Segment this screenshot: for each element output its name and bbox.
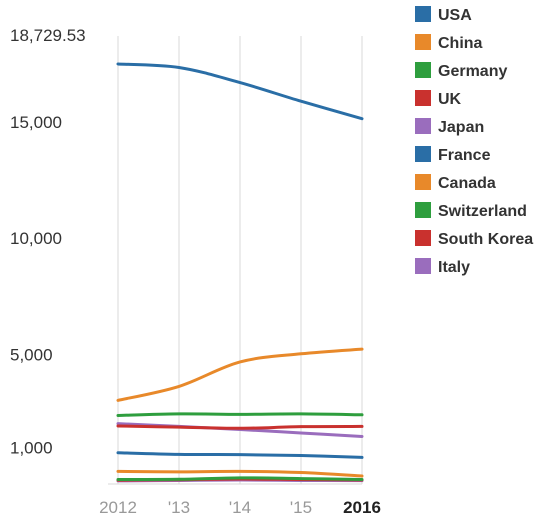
series-line-canada bbox=[116, 469, 364, 478]
legend-swatch bbox=[415, 174, 431, 190]
legend-label: Canada bbox=[438, 175, 496, 192]
x-axis-tick-labels: 2012 '13 '14 '15 2016 bbox=[99, 498, 381, 517]
legend-label: UK bbox=[438, 91, 462, 108]
x-tick-label: 2016 bbox=[343, 498, 381, 517]
series-line-usa bbox=[116, 62, 364, 121]
x-tick-label: '15 bbox=[290, 498, 312, 517]
legend-label: Germany bbox=[438, 63, 507, 80]
y-tick-label: 15,000 bbox=[10, 113, 62, 132]
legend-label: USA bbox=[438, 7, 472, 24]
legend-item-uk: UK bbox=[415, 90, 462, 108]
legend-item-switzerland: Switzerland bbox=[415, 202, 527, 220]
legend: USA China Germany UK Japan France Canada Switze… bbox=[415, 6, 533, 276]
legend-swatch bbox=[415, 118, 431, 134]
legend-label: Switzerland bbox=[438, 203, 527, 220]
series-line-switzerland bbox=[116, 476, 364, 482]
legend-item-germany: Germany bbox=[415, 62, 507, 80]
legend-item-france: France bbox=[415, 146, 491, 164]
x-tick-label: '13 bbox=[168, 498, 190, 517]
legend-swatch bbox=[415, 34, 431, 50]
x-tick-label: '14 bbox=[229, 498, 251, 517]
series-line-germany bbox=[116, 412, 364, 417]
y-tick-label: 10,000 bbox=[10, 229, 62, 248]
legend-item-south-korea: South Korea bbox=[415, 230, 533, 248]
vertical-gridlines bbox=[108, 36, 363, 485]
series-lines bbox=[116, 62, 364, 483]
legend-swatch bbox=[415, 230, 431, 246]
legend-item-china: China bbox=[415, 34, 483, 52]
legend-label: China bbox=[438, 35, 483, 52]
y-tick-label: 5,000 bbox=[10, 346, 53, 365]
y-tick-label: 1,000 bbox=[10, 439, 53, 458]
legend-item-usa: USA bbox=[415, 6, 472, 24]
x-tick-label: 2012 bbox=[99, 498, 137, 517]
series-line-china bbox=[116, 347, 364, 402]
legend-label: South Korea bbox=[438, 231, 533, 248]
legend-swatch bbox=[415, 62, 431, 78]
legend-item-italy: Italy bbox=[415, 258, 470, 276]
legend-swatch bbox=[415, 258, 431, 274]
legend-swatch bbox=[415, 146, 431, 162]
legend-swatch bbox=[415, 202, 431, 218]
legend-item-canada: Canada bbox=[415, 174, 496, 192]
y-tick-label: 18,729.53 bbox=[10, 26, 86, 45]
legend-label: Italy bbox=[438, 259, 470, 276]
series-line-uk bbox=[116, 424, 364, 430]
legend-swatch bbox=[415, 90, 431, 106]
y-axis-tick-labels: 18,729.53 15,000 10,000 5,000 1,000 bbox=[10, 26, 86, 458]
legend-label: Japan bbox=[438, 119, 484, 136]
legend-item-japan: Japan bbox=[415, 118, 484, 136]
legend-label: France bbox=[438, 147, 491, 164]
legend-swatch bbox=[415, 6, 431, 22]
series-line-france bbox=[116, 451, 364, 459]
